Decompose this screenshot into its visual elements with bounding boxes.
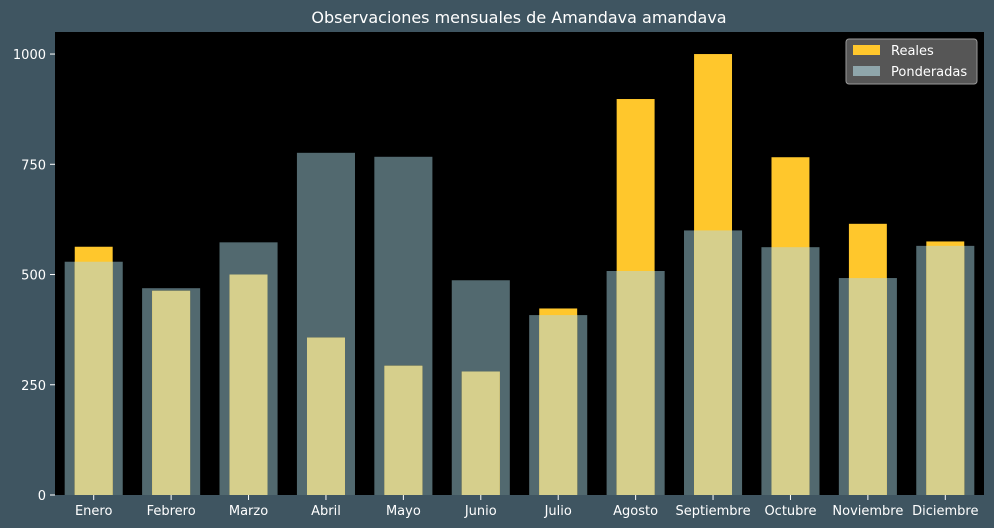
bar-overlap — [306, 337, 345, 495]
bar-overlap — [539, 315, 578, 495]
plot-area — [55, 32, 984, 495]
x-tick-label: Marzo — [229, 504, 268, 519]
bar-overlap — [694, 230, 733, 495]
legend-label-reales: Reales — [891, 44, 934, 59]
x-tick-label: Junio — [464, 504, 497, 519]
bar-overlap — [926, 245, 965, 495]
legend-swatch-ponderadas — [853, 66, 880, 76]
legend-label-ponderadas: Ponderadas — [891, 65, 967, 80]
x-tick-label: Abril — [311, 504, 341, 519]
x-tick-label: Julio — [544, 504, 572, 519]
bar-overlap — [771, 247, 810, 495]
bar-overlap — [616, 270, 655, 495]
x-tick-label: Enero — [75, 504, 113, 519]
y-tick-label: 1000 — [13, 48, 46, 63]
chart-title: Observaciones mensuales de Amandava aman… — [311, 8, 726, 27]
y-axis: 0 250 500 750 1000 — [13, 48, 55, 504]
legend-swatch-reales — [853, 45, 880, 55]
legend: Reales Ponderadas — [845, 38, 978, 85]
x-tick-label: Noviembre — [832, 504, 903, 519]
x-tick-label: Octubre — [764, 504, 816, 519]
y-tick-label: 250 — [21, 379, 46, 394]
x-tick-label: Agosto — [613, 504, 658, 519]
x-axis: Enero Febrero Marzo Abril Mayo Junio Julio Agos… — [75, 495, 978, 519]
bar-overlap — [74, 261, 113, 495]
x-tick-label: Septiembre — [675, 504, 750, 519]
x-tick-label: Mayo — [386, 504, 421, 519]
bar-overlap — [461, 371, 500, 495]
x-tick-label: Diciembre — [912, 504, 978, 519]
bar-overlap — [152, 290, 191, 495]
y-tick-label: 500 — [21, 269, 46, 284]
bar-overlap — [848, 278, 887, 495]
x-tick-label: Febrero — [147, 504, 196, 519]
bars-group — [64, 54, 975, 496]
bar-overlap — [384, 365, 423, 495]
bar-overlap — [229, 274, 268, 495]
y-tick-label: 750 — [21, 158, 46, 173]
y-tick-label: 0 — [38, 489, 46, 504]
